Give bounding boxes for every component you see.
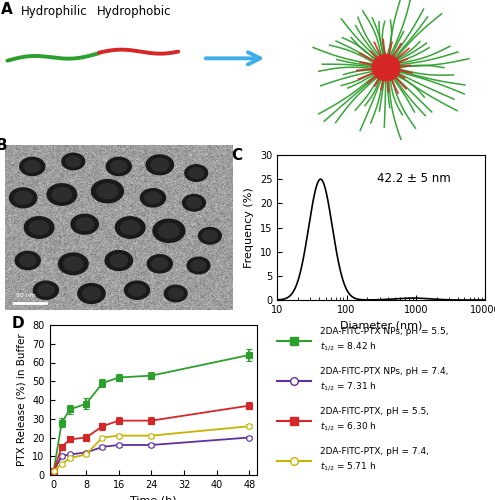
Circle shape xyxy=(151,158,169,171)
Circle shape xyxy=(9,188,37,208)
Text: 2DA-FITC-PTX NPs, pH = 7.4,
$t_{1/2}$ = 7.31 h: 2DA-FITC-PTX NPs, pH = 7.4, $t_{1/2}$ = … xyxy=(320,368,448,392)
X-axis label: Diameter (nm): Diameter (nm) xyxy=(340,320,422,330)
Circle shape xyxy=(34,281,58,299)
Text: 2DA-FITC-PTX, pH = 7.4,
$t_{1/2}$ = 5.71 h: 2DA-FITC-PTX, pH = 7.4, $t_{1/2}$ = 5.71… xyxy=(320,448,429,472)
Circle shape xyxy=(92,180,123,203)
Circle shape xyxy=(202,230,217,241)
Circle shape xyxy=(15,252,40,270)
Circle shape xyxy=(105,250,133,270)
Circle shape xyxy=(187,198,201,208)
Circle shape xyxy=(198,228,221,244)
Circle shape xyxy=(187,257,210,274)
Circle shape xyxy=(153,219,185,242)
Circle shape xyxy=(125,281,149,299)
Text: Hydrophilic: Hydrophilic xyxy=(21,5,88,18)
Circle shape xyxy=(24,160,41,172)
Circle shape xyxy=(66,156,81,167)
Y-axis label: PTX Release (%) in Buffer: PTX Release (%) in Buffer xyxy=(17,334,27,466)
Circle shape xyxy=(24,217,54,238)
Circle shape xyxy=(20,254,36,266)
Circle shape xyxy=(121,220,140,234)
Circle shape xyxy=(146,155,173,174)
Circle shape xyxy=(129,284,145,296)
Circle shape xyxy=(168,288,183,299)
Circle shape xyxy=(111,160,127,172)
Circle shape xyxy=(189,168,203,178)
Circle shape xyxy=(20,158,45,176)
Circle shape xyxy=(183,194,205,211)
Circle shape xyxy=(141,188,165,207)
Y-axis label: Frequency (%): Frequency (%) xyxy=(245,187,254,268)
Circle shape xyxy=(47,184,77,205)
X-axis label: Time (h): Time (h) xyxy=(130,496,177,500)
Circle shape xyxy=(148,254,172,273)
Circle shape xyxy=(151,258,168,270)
Text: D: D xyxy=(12,316,25,331)
Circle shape xyxy=(76,218,94,230)
Circle shape xyxy=(52,188,71,202)
Circle shape xyxy=(30,220,49,234)
Circle shape xyxy=(58,253,88,274)
Text: 2DA-FITC-PTX, pH = 5.5,
$t_{1/2}$ = 6.30 h: 2DA-FITC-PTX, pH = 5.5, $t_{1/2}$ = 6.30… xyxy=(320,408,429,432)
Circle shape xyxy=(145,192,161,203)
Circle shape xyxy=(38,284,54,296)
Text: C: C xyxy=(232,148,243,163)
Circle shape xyxy=(78,284,105,304)
Circle shape xyxy=(115,217,145,238)
Text: 2DA-FITC-PTX NPs, pH = 5.5,
$t_{1/2}$ = 8.42 h: 2DA-FITC-PTX NPs, pH = 5.5, $t_{1/2}$ = … xyxy=(320,328,448,352)
Text: 42.2 ± 5 nm: 42.2 ± 5 nm xyxy=(377,172,451,186)
Circle shape xyxy=(64,257,83,271)
Circle shape xyxy=(62,153,85,170)
Text: Hydrophobic: Hydrophobic xyxy=(97,5,171,18)
Text: A: A xyxy=(1,2,13,18)
Circle shape xyxy=(158,224,179,238)
Circle shape xyxy=(83,287,100,300)
Circle shape xyxy=(14,192,32,204)
Circle shape xyxy=(191,260,206,271)
Circle shape xyxy=(164,285,187,302)
Circle shape xyxy=(372,54,400,80)
Circle shape xyxy=(185,165,207,182)
Text: 50 nm: 50 nm xyxy=(16,294,36,298)
Circle shape xyxy=(71,214,99,234)
Text: B: B xyxy=(0,138,7,154)
Circle shape xyxy=(110,254,128,267)
Circle shape xyxy=(97,184,118,198)
Circle shape xyxy=(106,158,131,176)
